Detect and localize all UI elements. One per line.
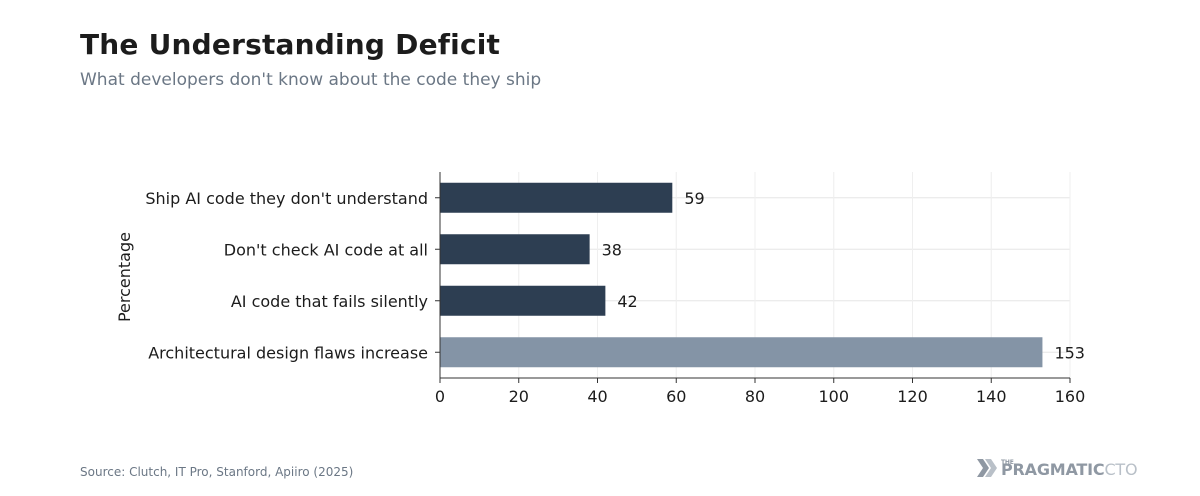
bars [440, 182, 1043, 368]
y-tick-label: Ship AI code they don't understand [145, 189, 428, 208]
brand-prefix: THE [1001, 459, 1014, 466]
data-label: 153 [1054, 343, 1085, 362]
data-label: 42 [617, 292, 637, 311]
source-note: Source: Clutch, IT Pro, Stanford, Apiiro… [80, 465, 354, 479]
y-tick-label: AI code that fails silently [231, 292, 428, 311]
data-label: 59 [684, 189, 704, 208]
x-tick-label: 100 [818, 387, 849, 406]
brand-logo: THE PRAGMATICCTO [975, 455, 1138, 479]
x-tick-label: 160 [1055, 387, 1086, 406]
bar [440, 234, 590, 265]
x-tick-label: 80 [745, 387, 765, 406]
x-tick-label: 60 [666, 387, 686, 406]
y-axis-label: Percentage [115, 232, 134, 322]
x-tick-label: 20 [509, 387, 529, 406]
brand-suffix: CTO [1104, 460, 1138, 479]
brand-wordmark: THE PRAGMATICCTO [1001, 459, 1138, 479]
x-tick-label: 0 [435, 387, 445, 406]
labels: 0 20 40 60 80 100 120 140 160 Ship AI code they d… [145, 189, 1085, 406]
brand-logo-mark-icon [977, 459, 997, 477]
x-tick-label: 140 [976, 387, 1007, 406]
y-tick-label: Don't check AI code at all [224, 240, 428, 259]
bar [440, 337, 1043, 368]
bar [440, 285, 606, 316]
x-tick-label: 120 [897, 387, 928, 406]
chart-title: The Understanding Deficit [80, 28, 501, 61]
axes [435, 172, 1071, 383]
chart-subtitle: What developers don't know about the cod… [80, 70, 542, 90]
data-label: 38 [602, 240, 622, 259]
y-tick-label: Architectural design flaws increase [148, 343, 428, 362]
x-tick-label: 40 [587, 387, 607, 406]
brand-main: PRAGMATIC [1001, 460, 1105, 479]
bar [440, 182, 673, 213]
